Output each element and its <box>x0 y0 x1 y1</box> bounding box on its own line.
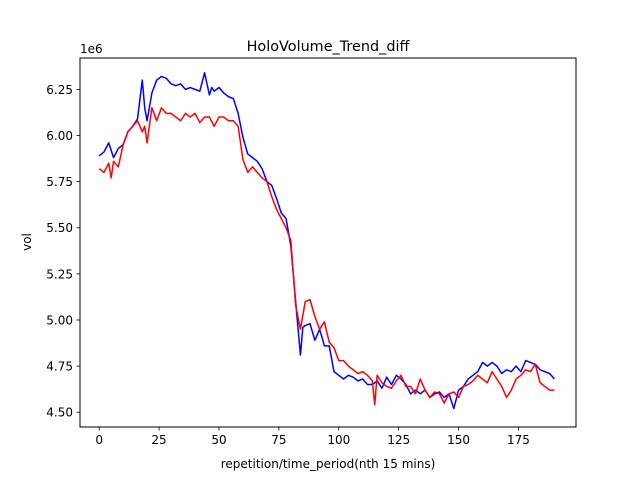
y-tick-label: 6.25 <box>46 83 73 97</box>
series-line-2 <box>98 107 555 406</box>
x-tick-label: 125 <box>387 433 410 447</box>
x-tick-label: 150 <box>447 433 470 447</box>
y-axis-ticks: 4.50 4.75 5.00 5.25 5.50 5.75 6.00 6.25 <box>46 83 80 420</box>
x-tick-label: 100 <box>327 433 350 447</box>
x-axis-label: repetition/time_period(nth 15 mins) <box>221 457 436 471</box>
y-tick-label: 6.00 <box>46 129 73 143</box>
x-tick-label: 75 <box>271 433 286 447</box>
y-tick-label: 5.25 <box>46 267 73 281</box>
y-tick-label: 4.75 <box>46 360 73 374</box>
y-tick-label: 5.50 <box>46 221 73 235</box>
x-tick-label: 0 <box>95 433 103 447</box>
y-tick-label: 5.75 <box>46 175 73 189</box>
y-offset-label: 1e6 <box>80 42 103 56</box>
y-axis-label: vol <box>20 233 34 251</box>
chart-title: HoloVolume_Trend_diff <box>247 39 411 55</box>
x-tick-label: 25 <box>151 433 166 447</box>
axes-frame <box>79 57 577 428</box>
y-tick-label: 4.50 <box>46 406 73 420</box>
plot-area <box>98 72 555 410</box>
x-axis-ticks: 0 25 50 75 100 125 150 175 <box>95 427 530 447</box>
x-tick-label: 50 <box>211 433 226 447</box>
x-tick-label: 175 <box>507 433 530 447</box>
y-tick-label: 5.00 <box>46 313 73 327</box>
